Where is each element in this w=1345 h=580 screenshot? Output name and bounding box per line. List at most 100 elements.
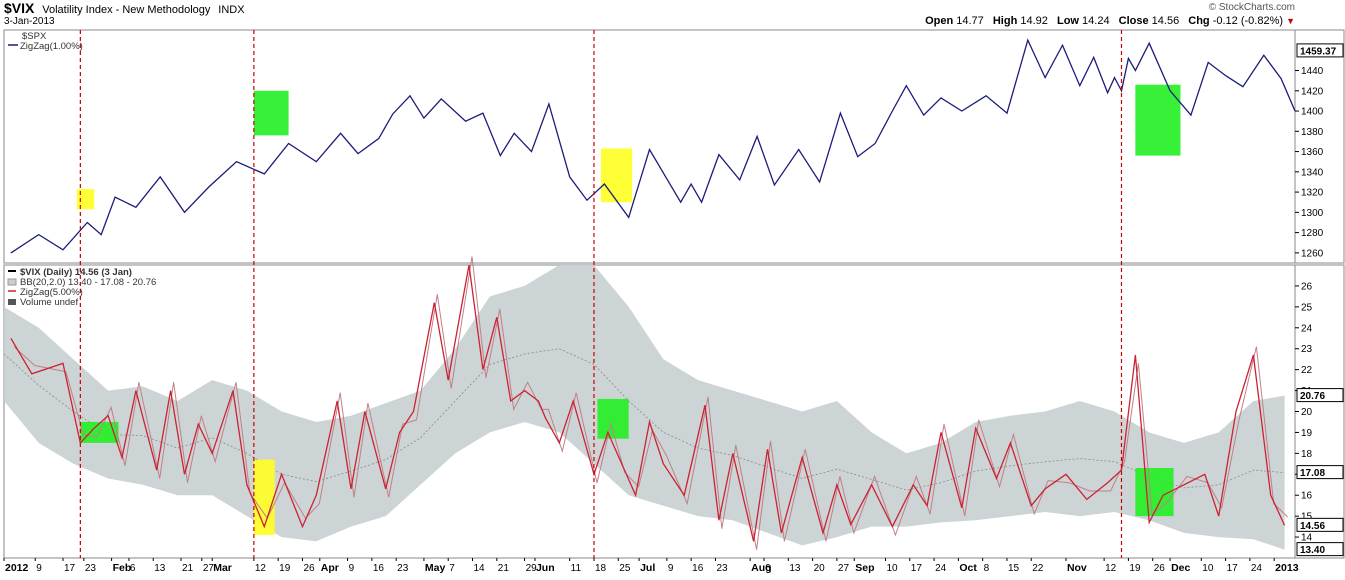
x-tick-label: 27 xyxy=(838,563,850,574)
legend-vix: $VIX (Daily) 14.56 (3 Jan) xyxy=(20,267,132,278)
low-value: 14.24 xyxy=(1082,15,1110,27)
top-panel-frame xyxy=(3,29,1345,264)
y-tick-label: 25 xyxy=(1301,302,1313,313)
ticker-exchange: INDX xyxy=(218,4,245,16)
y-tick-label: 1420 xyxy=(1301,86,1324,97)
x-tick-label: 9 xyxy=(349,563,355,574)
x-tick-label: 9 xyxy=(36,563,42,574)
x-tick-label: 6 xyxy=(130,563,136,574)
chart-header: $VIX Volatility Index - New Methodology … xyxy=(0,0,1345,28)
bottom-highlight-green-2 xyxy=(1135,468,1174,517)
x-tick-label: Jun xyxy=(536,562,555,574)
y-tick-label: 1260 xyxy=(1301,248,1324,259)
bb-middle-value: 17.08 xyxy=(1300,468,1325,479)
spx-last-value: 1459.37 xyxy=(1300,46,1337,57)
x-tick-label: 2013 xyxy=(1275,562,1299,574)
ticker-symbol: $VIX xyxy=(4,0,35,16)
x-tick-label: 7 xyxy=(449,563,455,574)
chg-label: Chg xyxy=(1188,15,1210,27)
bb-lower-value: 13.40 xyxy=(1300,545,1325,556)
x-tick-label: 21 xyxy=(182,563,194,574)
x-tick-label: 6 xyxy=(765,563,771,574)
ticker-name: Volatility Index - New Methodology xyxy=(42,4,211,16)
close-value: 14.56 xyxy=(1151,15,1180,27)
x-tick-label: 29 xyxy=(526,563,538,574)
y-tick-label: 1400 xyxy=(1301,107,1324,118)
bollinger-band-area xyxy=(4,265,1285,550)
vix-last-value: 14.56 xyxy=(1300,521,1325,532)
y-tick-label: 15 xyxy=(1301,512,1313,523)
x-tick-label: 24 xyxy=(1251,563,1263,574)
vix-daily-line xyxy=(13,256,1288,550)
legend-spx: $SPX xyxy=(22,31,47,42)
bottom-highlight-yellow-3 xyxy=(253,459,275,535)
x-tick-label: May xyxy=(425,562,446,574)
x-tick-label: 24 xyxy=(935,563,947,574)
x-tick-label: 10 xyxy=(1202,563,1214,574)
legend-zigzag-vix: ZigZag(5.00%) xyxy=(20,287,83,298)
legend-bb-swatch xyxy=(7,278,17,286)
x-tick-label: 11 xyxy=(571,563,582,574)
chart-title: $VIX Volatility Index - New Methodology … xyxy=(4,0,245,16)
low-label: Low xyxy=(1056,15,1079,27)
bottom-panel-frame xyxy=(3,264,1345,559)
top-highlight-green-0 xyxy=(253,90,289,136)
y-tick-label: 1380 xyxy=(1301,127,1324,138)
chart-date: 3-Jan-2013 xyxy=(4,16,55,27)
x-tick-label: 8 xyxy=(984,563,990,574)
bb-lower-value-box xyxy=(1296,542,1344,557)
bb-upper-value-box xyxy=(1296,388,1344,403)
x-tick-label: 13 xyxy=(789,563,801,574)
x-tick-label: 14 xyxy=(474,563,486,574)
y-tick-label: 26 xyxy=(1301,281,1313,292)
x-tick-label: Feb xyxy=(113,562,132,574)
x-tick-label: 26 xyxy=(303,563,315,574)
x-tick-label: 16 xyxy=(692,563,704,574)
legend-volume: Volume undef xyxy=(20,297,78,308)
y-tick-label: 22 xyxy=(1301,365,1313,376)
vix-zigzag-line xyxy=(10,264,1286,542)
x-tick-label: Nov xyxy=(1067,562,1087,574)
top-highlight-yellow-3 xyxy=(600,148,633,203)
top-highlight-green-1 xyxy=(1135,84,1181,156)
brand-label: © StockCharts.com xyxy=(1208,2,1295,13)
x-tick-label: Sep xyxy=(855,562,874,574)
y-tick-label: 14 xyxy=(1301,533,1313,544)
x-tick-label: 21 xyxy=(498,563,510,574)
legend-bb: BB(20,2.0) 13.40 - 17.08 - 20.76 xyxy=(20,277,156,288)
vix-last-value-box xyxy=(1296,517,1344,532)
x-tick-label: 18 xyxy=(595,563,607,574)
x-tick-label: 27 xyxy=(203,563,215,574)
open-label: Open xyxy=(925,15,954,27)
y-tick-label: 24 xyxy=(1301,323,1313,334)
high-label: High xyxy=(992,15,1018,27)
x-tick-label: Jul xyxy=(640,562,655,574)
y-tick-label: 1320 xyxy=(1301,188,1324,199)
x-tick-label: 12 xyxy=(255,563,267,574)
x-tick-label: 25 xyxy=(619,563,631,574)
x-tick-label: Mar xyxy=(213,562,232,574)
x-tick-label: Apr xyxy=(321,562,339,574)
x-tick-label: 23 xyxy=(85,563,97,574)
x-tick-label: 23 xyxy=(716,563,728,574)
y-tick-label: 1340 xyxy=(1301,167,1324,178)
x-tick-label: 17 xyxy=(64,563,76,574)
x-tick-label: 15 xyxy=(1008,563,1020,574)
x-tick-label: 10 xyxy=(886,563,898,574)
y-tick-label: 19 xyxy=(1301,428,1313,439)
down-arrow-icon: ▼ xyxy=(1286,16,1295,26)
x-tick-label: 16 xyxy=(373,563,385,574)
top-highlight-yellow-2 xyxy=(76,189,95,210)
high-value: 14.92 xyxy=(1020,15,1048,27)
x-tick-label: Oct xyxy=(959,562,977,574)
chg-value: -0.12 (-0.82%) xyxy=(1212,15,1284,27)
x-tick-label: Aug xyxy=(751,562,771,574)
x-tick-label: Dec xyxy=(1171,562,1190,574)
x-tick-label: 12 xyxy=(1105,563,1117,574)
x-tick-label: 20 xyxy=(814,563,826,574)
legend-volume-swatch xyxy=(8,299,16,305)
quote-bar: Open 14.77 High 14.92 Low 14.24 Close 14… xyxy=(919,15,1295,27)
y-tick-label: 20 xyxy=(1301,407,1313,418)
x-tick-label: 19 xyxy=(1129,563,1141,574)
